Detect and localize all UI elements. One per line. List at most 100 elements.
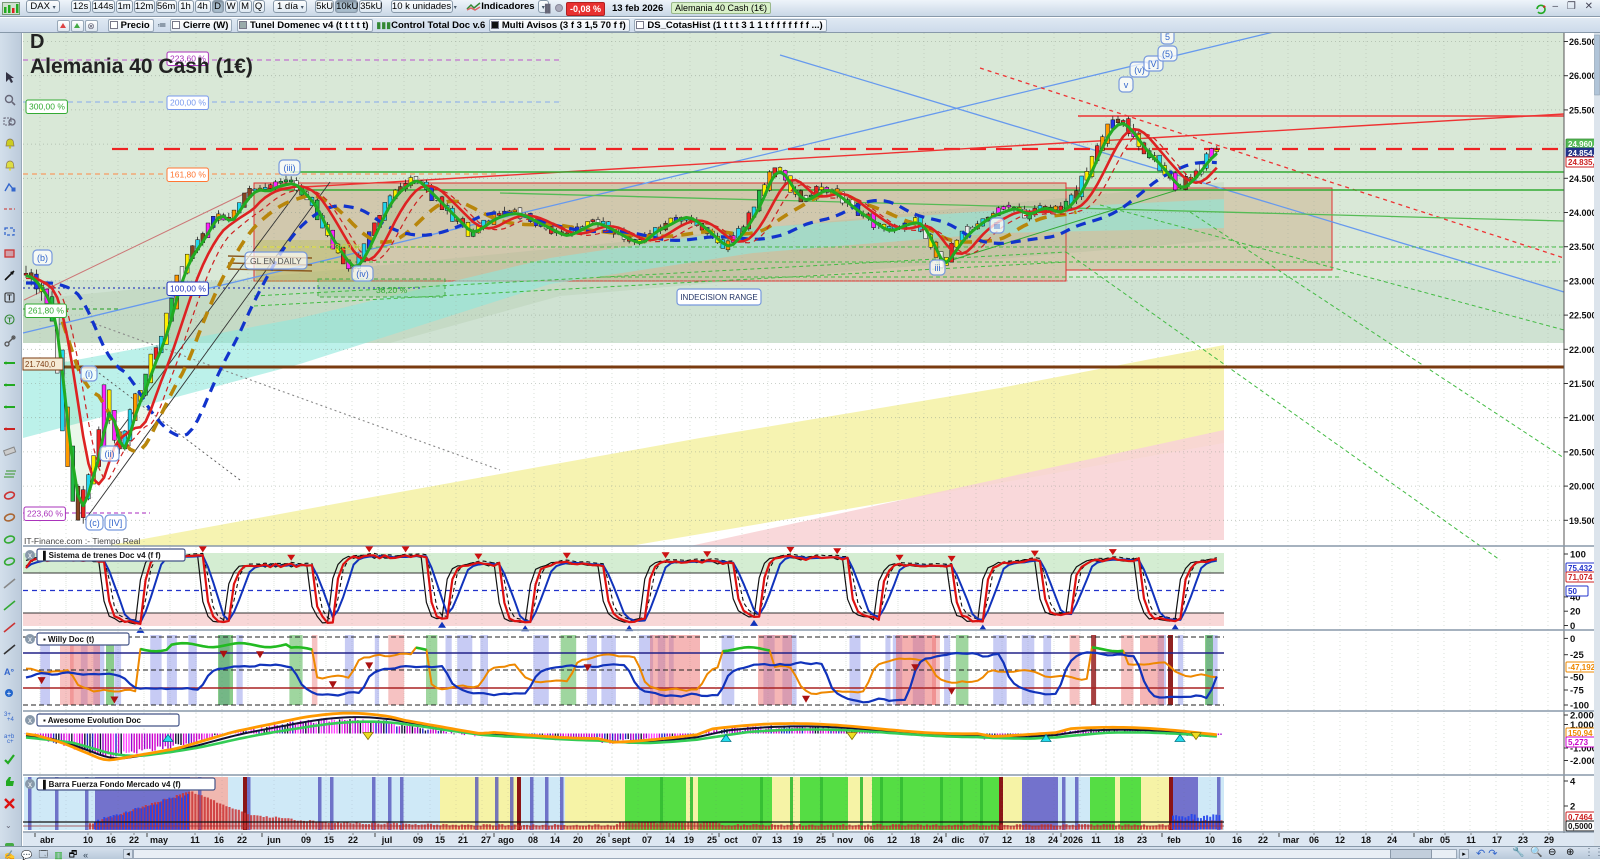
- svg-text:may: may: [150, 835, 168, 845]
- svg-text:3+: 3+: [4, 712, 11, 718]
- svg-text:22: 22: [237, 835, 247, 845]
- svg-text:16: 16: [214, 835, 224, 845]
- svg-text:24.500: 24.500: [1569, 174, 1597, 184]
- svg-text:21.500: 21.500: [1569, 379, 1597, 389]
- svg-text:24.854,0: 24.854,0: [1568, 149, 1600, 158]
- svg-text:200,00 %: 200,00 %: [170, 98, 206, 108]
- svg-text:0,5000: 0,5000: [1568, 822, 1593, 831]
- svg-text:26: 26: [596, 835, 606, 845]
- svg-text:18: 18: [1025, 835, 1035, 845]
- svg-text:x: x: [28, 780, 32, 789]
- svg-text:nov: nov: [837, 835, 853, 845]
- svg-text:06: 06: [864, 835, 874, 845]
- svg-text:dic: dic: [951, 835, 964, 845]
- svg-text:40: 40: [1570, 592, 1581, 603]
- svg-text:(iv): (iv): [356, 269, 369, 279]
- svg-text:24.835,7: 24.835,7: [1568, 158, 1600, 167]
- svg-text:[V]: [V]: [1148, 59, 1159, 69]
- svg-text:19: 19: [793, 835, 803, 845]
- svg-text:12: 12: [887, 835, 897, 845]
- svg-text:x: x: [28, 551, 32, 560]
- svg-text:09: 09: [413, 835, 423, 845]
- svg-text:12: 12: [1335, 835, 1345, 845]
- svg-text:T: T: [7, 294, 12, 303]
- svg-text:24: 24: [933, 835, 943, 845]
- svg-text:223,60 %: 223,60 %: [170, 54, 206, 64]
- svg-text:jul: jul: [381, 835, 393, 845]
- svg-text:2: 2: [1570, 802, 1575, 813]
- svg-text:07: 07: [642, 835, 652, 845]
- svg-text:T: T: [7, 316, 12, 325]
- svg-text:(ii): (ii): [105, 449, 115, 459]
- svg-text:25.500: 25.500: [1569, 105, 1597, 115]
- svg-text:17: 17: [1492, 835, 1502, 845]
- svg-text:13: 13: [772, 835, 782, 845]
- svg-text:-75: -75: [1570, 686, 1584, 697]
- svg-text:20: 20: [573, 835, 583, 845]
- svg-text:(v): (v): [1134, 65, 1145, 75]
- svg-text:(5): (5): [1162, 49, 1173, 59]
- svg-text:⌄: ⌄: [5, 821, 12, 830]
- svg-text:iii: iii: [994, 221, 1000, 231]
- svg-text:IT-Finance.com :- Tiempo Real: IT-Finance.com :- Tiempo Real: [24, 536, 140, 546]
- svg-text:abr: abr: [1419, 835, 1434, 845]
- svg-text:06: 06: [1309, 835, 1319, 845]
- svg-text:11: 11: [1466, 835, 1476, 845]
- svg-text:-1.000: -1.000: [1570, 744, 1597, 755]
- svg-text:[IV]: [IV]: [109, 518, 123, 528]
- svg-text:mar: mar: [1283, 835, 1300, 845]
- svg-text:+: +: [7, 689, 12, 698]
- svg-text:oct: oct: [724, 835, 738, 845]
- svg-text:▪ Awesome Evolution Doc: ▪ Awesome Evolution Doc: [43, 716, 142, 725]
- svg-text:23.500: 23.500: [1569, 242, 1597, 252]
- svg-text:x: x: [28, 716, 32, 725]
- svg-text:abr: abr: [40, 835, 55, 845]
- svg-text:jun: jun: [266, 835, 281, 845]
- svg-text:5: 5: [1165, 33, 1170, 42]
- svg-text:▌Barra Fuerza Fondo Mercado v4: ▌Barra Fuerza Fondo Mercado v4 (f): [43, 779, 181, 790]
- svg-text:20: 20: [1570, 607, 1581, 618]
- svg-text:223,60 %: 223,60 %: [27, 509, 63, 519]
- svg-text:c+: c+: [7, 739, 14, 744]
- svg-text:10: 10: [83, 835, 93, 845]
- svg-text:(b): (b): [37, 253, 48, 263]
- svg-text:x: x: [28, 635, 32, 644]
- svg-text:A°: A°: [4, 667, 14, 677]
- svg-text:2026: 2026: [1063, 835, 1083, 845]
- svg-text:-50: -50: [1570, 673, 1584, 684]
- svg-text:22.500: 22.500: [1569, 311, 1597, 321]
- svg-text:19.500: 19.500: [1569, 516, 1597, 526]
- svg-text:07: 07: [979, 835, 989, 845]
- svg-text:10: 10: [1205, 835, 1215, 845]
- svg-text:38,20 %: 38,20 %: [376, 285, 408, 295]
- svg-text:71,074: 71,074: [1568, 573, 1593, 582]
- svg-text:09: 09: [301, 835, 311, 845]
- svg-text:-25: -25: [1570, 650, 1584, 661]
- svg-text:21: 21: [458, 835, 468, 845]
- svg-text:(iii): (iii): [284, 163, 296, 173]
- svg-text:▪ Willy Doc (t): ▪ Willy Doc (t): [43, 635, 95, 644]
- svg-text:25: 25: [707, 835, 717, 845]
- svg-text:26.000: 26.000: [1569, 71, 1597, 81]
- svg-text:300,00 %: 300,00 %: [29, 102, 65, 112]
- svg-text:27: 27: [481, 835, 491, 845]
- svg-text:ago: ago: [498, 835, 515, 845]
- svg-text:(c): (c): [89, 518, 100, 528]
- svg-text:18: 18: [1361, 835, 1371, 845]
- svg-text:INDECISION RANGE: INDECISION RANGE: [680, 293, 757, 302]
- svg-text:261,80 %: 261,80 %: [28, 306, 64, 316]
- svg-text:24: 24: [1048, 835, 1058, 845]
- svg-text:iii: iii: [935, 263, 941, 273]
- svg-text:-100: -100: [1570, 701, 1589, 712]
- svg-text:29: 29: [1544, 835, 1554, 845]
- svg-text:-2.000: -2.000: [1570, 756, 1597, 767]
- svg-text:a+b: a+b: [4, 734, 15, 740]
- svg-text:24.960,0: 24.960,0: [1568, 140, 1600, 149]
- svg-text:75,432: 75,432: [1568, 564, 1593, 573]
- svg-text:1.000: 1.000: [1570, 720, 1594, 731]
- svg-text:18: 18: [910, 835, 920, 845]
- svg-text:150,94: 150,94: [1568, 729, 1593, 738]
- svg-text:0: 0: [1570, 634, 1575, 645]
- svg-text:▌Sistema de trenes Doc v4 (f f: ▌Sistema de trenes Doc v4 (f f): [43, 550, 161, 561]
- svg-text:23: 23: [1137, 835, 1147, 845]
